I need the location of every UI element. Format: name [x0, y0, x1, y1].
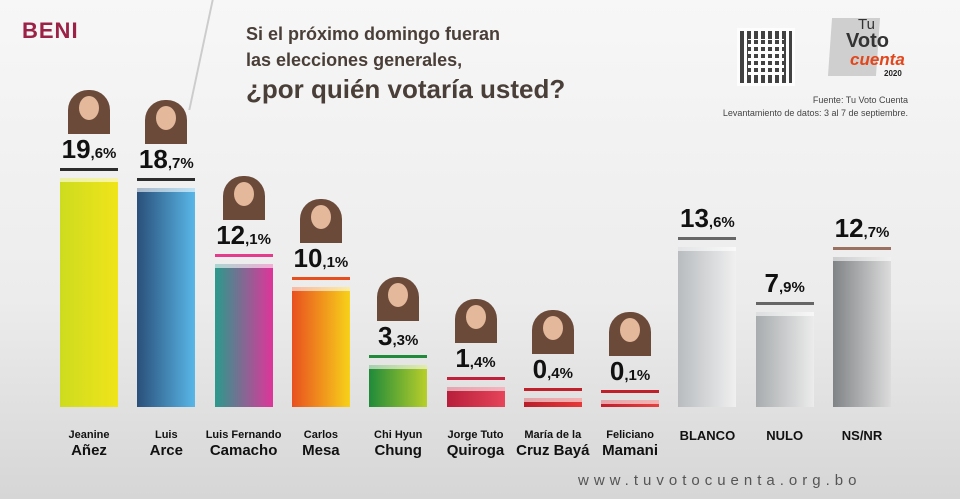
- label-first: Luis: [154, 429, 178, 441]
- bar: [755, 312, 814, 407]
- bar-group: 0,4%: [523, 0, 582, 407]
- candidate-photo: [531, 310, 574, 355]
- label-last: Camacho: [209, 442, 278, 459]
- bar-group: 0,1%: [601, 0, 660, 407]
- data-label: 1,4%: [455, 342, 496, 373]
- bar-group: 10,1%: [291, 0, 350, 407]
- bar-accent-line: [369, 355, 428, 359]
- qr-code-icon[interactable]: [737, 28, 795, 86]
- website-link[interactable]: www.tuvotocuenta.org.bo: [578, 472, 862, 489]
- bar-group: 12,1%: [214, 0, 273, 407]
- bar-group: 19,6%: [60, 0, 118, 407]
- data-label: 0,1%: [609, 356, 651, 386]
- label-last: Añez: [71, 442, 107, 459]
- label-last: BLANCO: [679, 428, 736, 443]
- bar-group: 13,6%: [678, 0, 737, 407]
- question-line-2: las elecciones generales,: [246, 50, 463, 70]
- candidate-photo: [609, 312, 652, 356]
- category-label: Chi Hyun Chung: [353, 428, 443, 458]
- bar-accent-line: [214, 253, 273, 257]
- bar-accent-line: [523, 388, 582, 392]
- data-label: 3,3%: [378, 321, 419, 352]
- label-last: Arce: [149, 442, 183, 459]
- category-label: Feliciano Mamani: [585, 428, 675, 458]
- bar-accent-line: [755, 302, 814, 306]
- category-label: María de la Cruz Bayá: [508, 428, 598, 458]
- label-first: Luis Fernando: [205, 429, 282, 441]
- data-label: 7,9%: [764, 268, 805, 299]
- bar-accent-line: [601, 390, 660, 393]
- candidate-photo: [454, 298, 497, 343]
- region-title: BENI: [22, 18, 79, 43]
- bar: [137, 187, 196, 407]
- label-first: Jorge Tuto: [447, 429, 504, 441]
- bar: [446, 386, 505, 407]
- logo-text: cuenta: [850, 50, 905, 69]
- bar: [601, 400, 660, 407]
- candidate-photo: [377, 277, 420, 322]
- logo-text: Tu: [858, 16, 875, 33]
- bar: [214, 263, 273, 407]
- bar: [833, 256, 891, 407]
- bar-accent-line: [137, 177, 196, 181]
- bar-group: 18,7%: [137, 0, 196, 407]
- source-text: Fuente: Tu Voto Cuenta: [812, 95, 908, 105]
- bar-accent-line: [60, 167, 118, 171]
- data-label: 19,6%: [61, 133, 117, 164]
- data-label: 10,1%: [293, 242, 349, 273]
- bar-group: 7,9%: [755, 0, 814, 407]
- data-label: 12,1%: [216, 219, 271, 250]
- chart-title: ¿por quién votaría usted?: [246, 74, 566, 104]
- candidate-photo: [68, 89, 110, 134]
- data-label: 18,7%: [138, 143, 194, 174]
- category-label: Jeanine Añez: [44, 428, 134, 458]
- bar: [60, 177, 118, 407]
- logo-year: 2020: [884, 69, 902, 78]
- bar: [523, 398, 582, 407]
- question-line-1: Si el próximo domingo fueran: [246, 24, 501, 44]
- data-label: 13,6%: [680, 202, 735, 233]
- label-last: Quiroga: [446, 442, 505, 459]
- bar-accent-line: [678, 236, 737, 240]
- label-last: Cruz Bayá: [516, 442, 590, 459]
- bar: [369, 365, 428, 407]
- logo-text: Voto: [846, 30, 889, 52]
- source-note: Fuente: Tu Voto Cuenta Levantamiento de …: [723, 94, 908, 120]
- bar-group: 1,4%: [446, 0, 505, 407]
- label-first: Chi Hyun: [374, 429, 423, 441]
- candidate-photo: [222, 175, 265, 220]
- bar: [291, 286, 350, 407]
- tu-voto-cuenta-logo: Tu Voto cuenta 2020: [827, 16, 912, 80]
- label-first: Feliciano: [606, 429, 654, 441]
- label-last: NS/NR: [841, 428, 883, 443]
- bar-accent-line: [833, 246, 891, 250]
- candidate-photo: [145, 99, 188, 144]
- category-label: BLANCO: [662, 428, 752, 443]
- fieldwork-text: Levantamiento de datos: 3 al 7 de septie…: [722, 108, 908, 118]
- bar-group: 12,7%: [833, 0, 891, 407]
- category-label: Luis Fernando Camacho: [199, 428, 289, 458]
- bar-accent-line: [291, 276, 350, 280]
- category-label: NULO: [740, 428, 830, 443]
- bar-group: 3,3%: [369, 0, 428, 407]
- bar-accent-line: [446, 376, 505, 380]
- label-last: NULO: [766, 428, 804, 443]
- data-label: 12,7%: [834, 212, 890, 243]
- label-last: Mesa: [302, 442, 340, 459]
- label-first: Jeanine: [68, 429, 110, 441]
- label-first: Carlos: [303, 429, 339, 441]
- bar: [678, 246, 737, 407]
- label-last: Mamani: [602, 442, 659, 459]
- data-label: 0,4%: [532, 354, 573, 385]
- candidate-photo: [299, 198, 342, 243]
- category-label: Jorge Tuto Quiroga: [431, 428, 521, 458]
- label-last: Chung: [374, 442, 422, 459]
- category-label: NS/NR: [817, 428, 907, 443]
- label-first: María de la: [524, 429, 582, 441]
- category-label: Luis Arce: [121, 428, 211, 458]
- category-label: Carlos Mesa: [276, 428, 366, 458]
